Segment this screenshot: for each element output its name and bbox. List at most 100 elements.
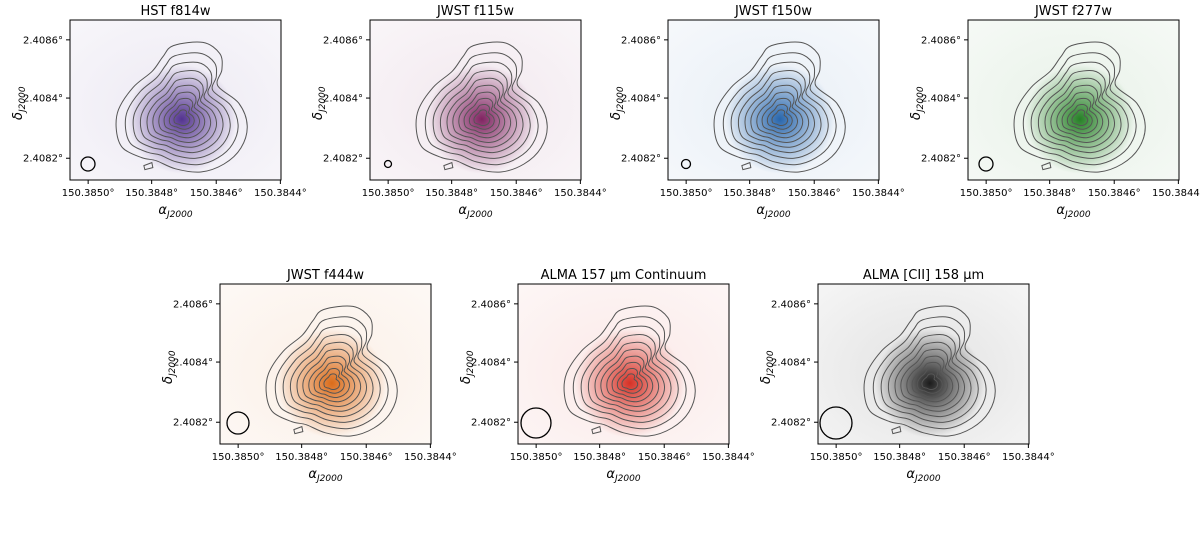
contour: [446, 77, 518, 148]
contour: [580, 325, 679, 423]
contour: [415, 41, 548, 173]
contour: [132, 61, 231, 159]
contour: [1013, 41, 1146, 173]
contour: [600, 348, 660, 407]
beam-ellipse: [226, 411, 250, 435]
y-axis-label: δJ2000: [311, 86, 328, 120]
beam-ellipse: [520, 407, 552, 439]
contour: [424, 52, 539, 166]
y-axis-label: δJ2000: [759, 350, 776, 384]
contour: [473, 109, 491, 127]
panel-frame: [69, 19, 282, 181]
contour: [1022, 52, 1137, 166]
panel-2: JWST f115w 150.3850° 150.3848° 150.3846° 150…: [311, 4, 607, 220]
y-tick-label: 2.4086°: [921, 35, 961, 46]
contour: [766, 104, 793, 130]
contour: [318, 368, 345, 394]
panel-title: JWST f444w: [286, 268, 364, 283]
y-tick-label: 2.4084°: [921, 94, 961, 105]
x-tick-label: 150.3846°: [1088, 188, 1141, 199]
contour: [452, 84, 512, 143]
contour: [308, 355, 356, 403]
contour: [139, 70, 224, 154]
contour: [594, 341, 666, 412]
contour: [611, 361, 649, 399]
contour: [894, 341, 966, 412]
x-tick-label: 150.3848°: [425, 188, 478, 199]
x-tick-label: 150.3844°: [1152, 188, 1200, 199]
x-tick-label: 150.3848°: [1023, 188, 1076, 199]
x-tick-label: 150.3844°: [702, 452, 755, 463]
y-tick-label: 2.4086°: [471, 299, 511, 310]
contour: [887, 334, 972, 418]
beam-ellipse: [978, 156, 994, 172]
contour: [265, 305, 398, 437]
panel-title: ALMA [CII] 158 μm: [863, 268, 984, 283]
panel-title: ALMA 157 μm Continuum: [541, 268, 707, 283]
x-axis-label: αJ2000: [458, 203, 492, 220]
panel-frame: [817, 283, 1030, 445]
contour: [168, 104, 195, 130]
contour: [1041, 161, 1052, 171]
contour: [737, 70, 822, 154]
y-tick-label: 2.4086°: [23, 35, 63, 46]
panel-frame: [967, 19, 1180, 181]
contour: [432, 61, 531, 159]
contour: [158, 91, 206, 139]
y-tick-label: 2.4086°: [771, 299, 811, 310]
contour: [293, 425, 304, 435]
contour: [458, 91, 506, 139]
y-axis-label: δJ2000: [909, 86, 926, 120]
x-tick-label: 150.3848°: [125, 188, 178, 199]
contour: [282, 325, 381, 423]
x-tick-label: 150.3844°: [554, 188, 607, 199]
contour: [621, 373, 639, 391]
y-tick-label: 2.4084°: [23, 94, 63, 105]
x-tick-label: 150.3850°: [212, 452, 265, 463]
panel-frame: [369, 19, 582, 181]
contour: [439, 70, 524, 154]
y-tick-label: 2.4082°: [771, 418, 811, 429]
x-tick-label: 150.3848°: [873, 452, 926, 463]
contour: [572, 316, 687, 430]
y-tick-label: 2.4084°: [173, 358, 213, 369]
x-tick-label: 150.3850°: [362, 188, 415, 199]
contour: [443, 161, 454, 171]
contour: [173, 109, 191, 127]
y-tick-label: 2.4086°: [323, 35, 363, 46]
contour: [115, 41, 248, 173]
contour: [900, 348, 960, 407]
contour: [921, 373, 939, 391]
contour: [606, 355, 654, 403]
y-axis-label: δJ2000: [459, 350, 476, 384]
contour: [722, 52, 837, 166]
x-tick-label: 150.3844°: [404, 452, 457, 463]
contour: [143, 161, 154, 171]
contour: [124, 52, 239, 166]
contour: [891, 425, 902, 435]
panel-frame: [517, 283, 730, 445]
y-tick-label: 2.4086°: [621, 35, 661, 46]
y-tick-label: 2.4084°: [621, 94, 661, 105]
y-tick-label: 2.4086°: [173, 299, 213, 310]
x-tick-label: 150.3846°: [638, 452, 691, 463]
y-tick-label: 2.4082°: [323, 154, 363, 165]
contour: [872, 316, 987, 430]
contour: [756, 91, 804, 139]
beam-ellipse: [680, 158, 692, 170]
x-axis-label: αJ2000: [756, 203, 790, 220]
x-tick-label: 150.3844°: [1002, 452, 1055, 463]
beam-ellipse: [80, 156, 96, 172]
x-axis-label: αJ2000: [1056, 203, 1090, 220]
contour: [744, 77, 816, 148]
panel-6: ALMA 157 μm Continuum 150.3850° 150.3848° 1…: [459, 268, 755, 484]
panel-frame: [219, 283, 432, 445]
contour: [750, 84, 810, 143]
contour: [463, 97, 501, 135]
panel-3: JWST f150w 150.3850° 150.3848° 150.3846° 150…: [609, 4, 905, 220]
contour: [296, 341, 368, 412]
x-tick-label: 150.3846°: [938, 452, 991, 463]
contour: [146, 77, 218, 148]
contour: [274, 316, 389, 430]
